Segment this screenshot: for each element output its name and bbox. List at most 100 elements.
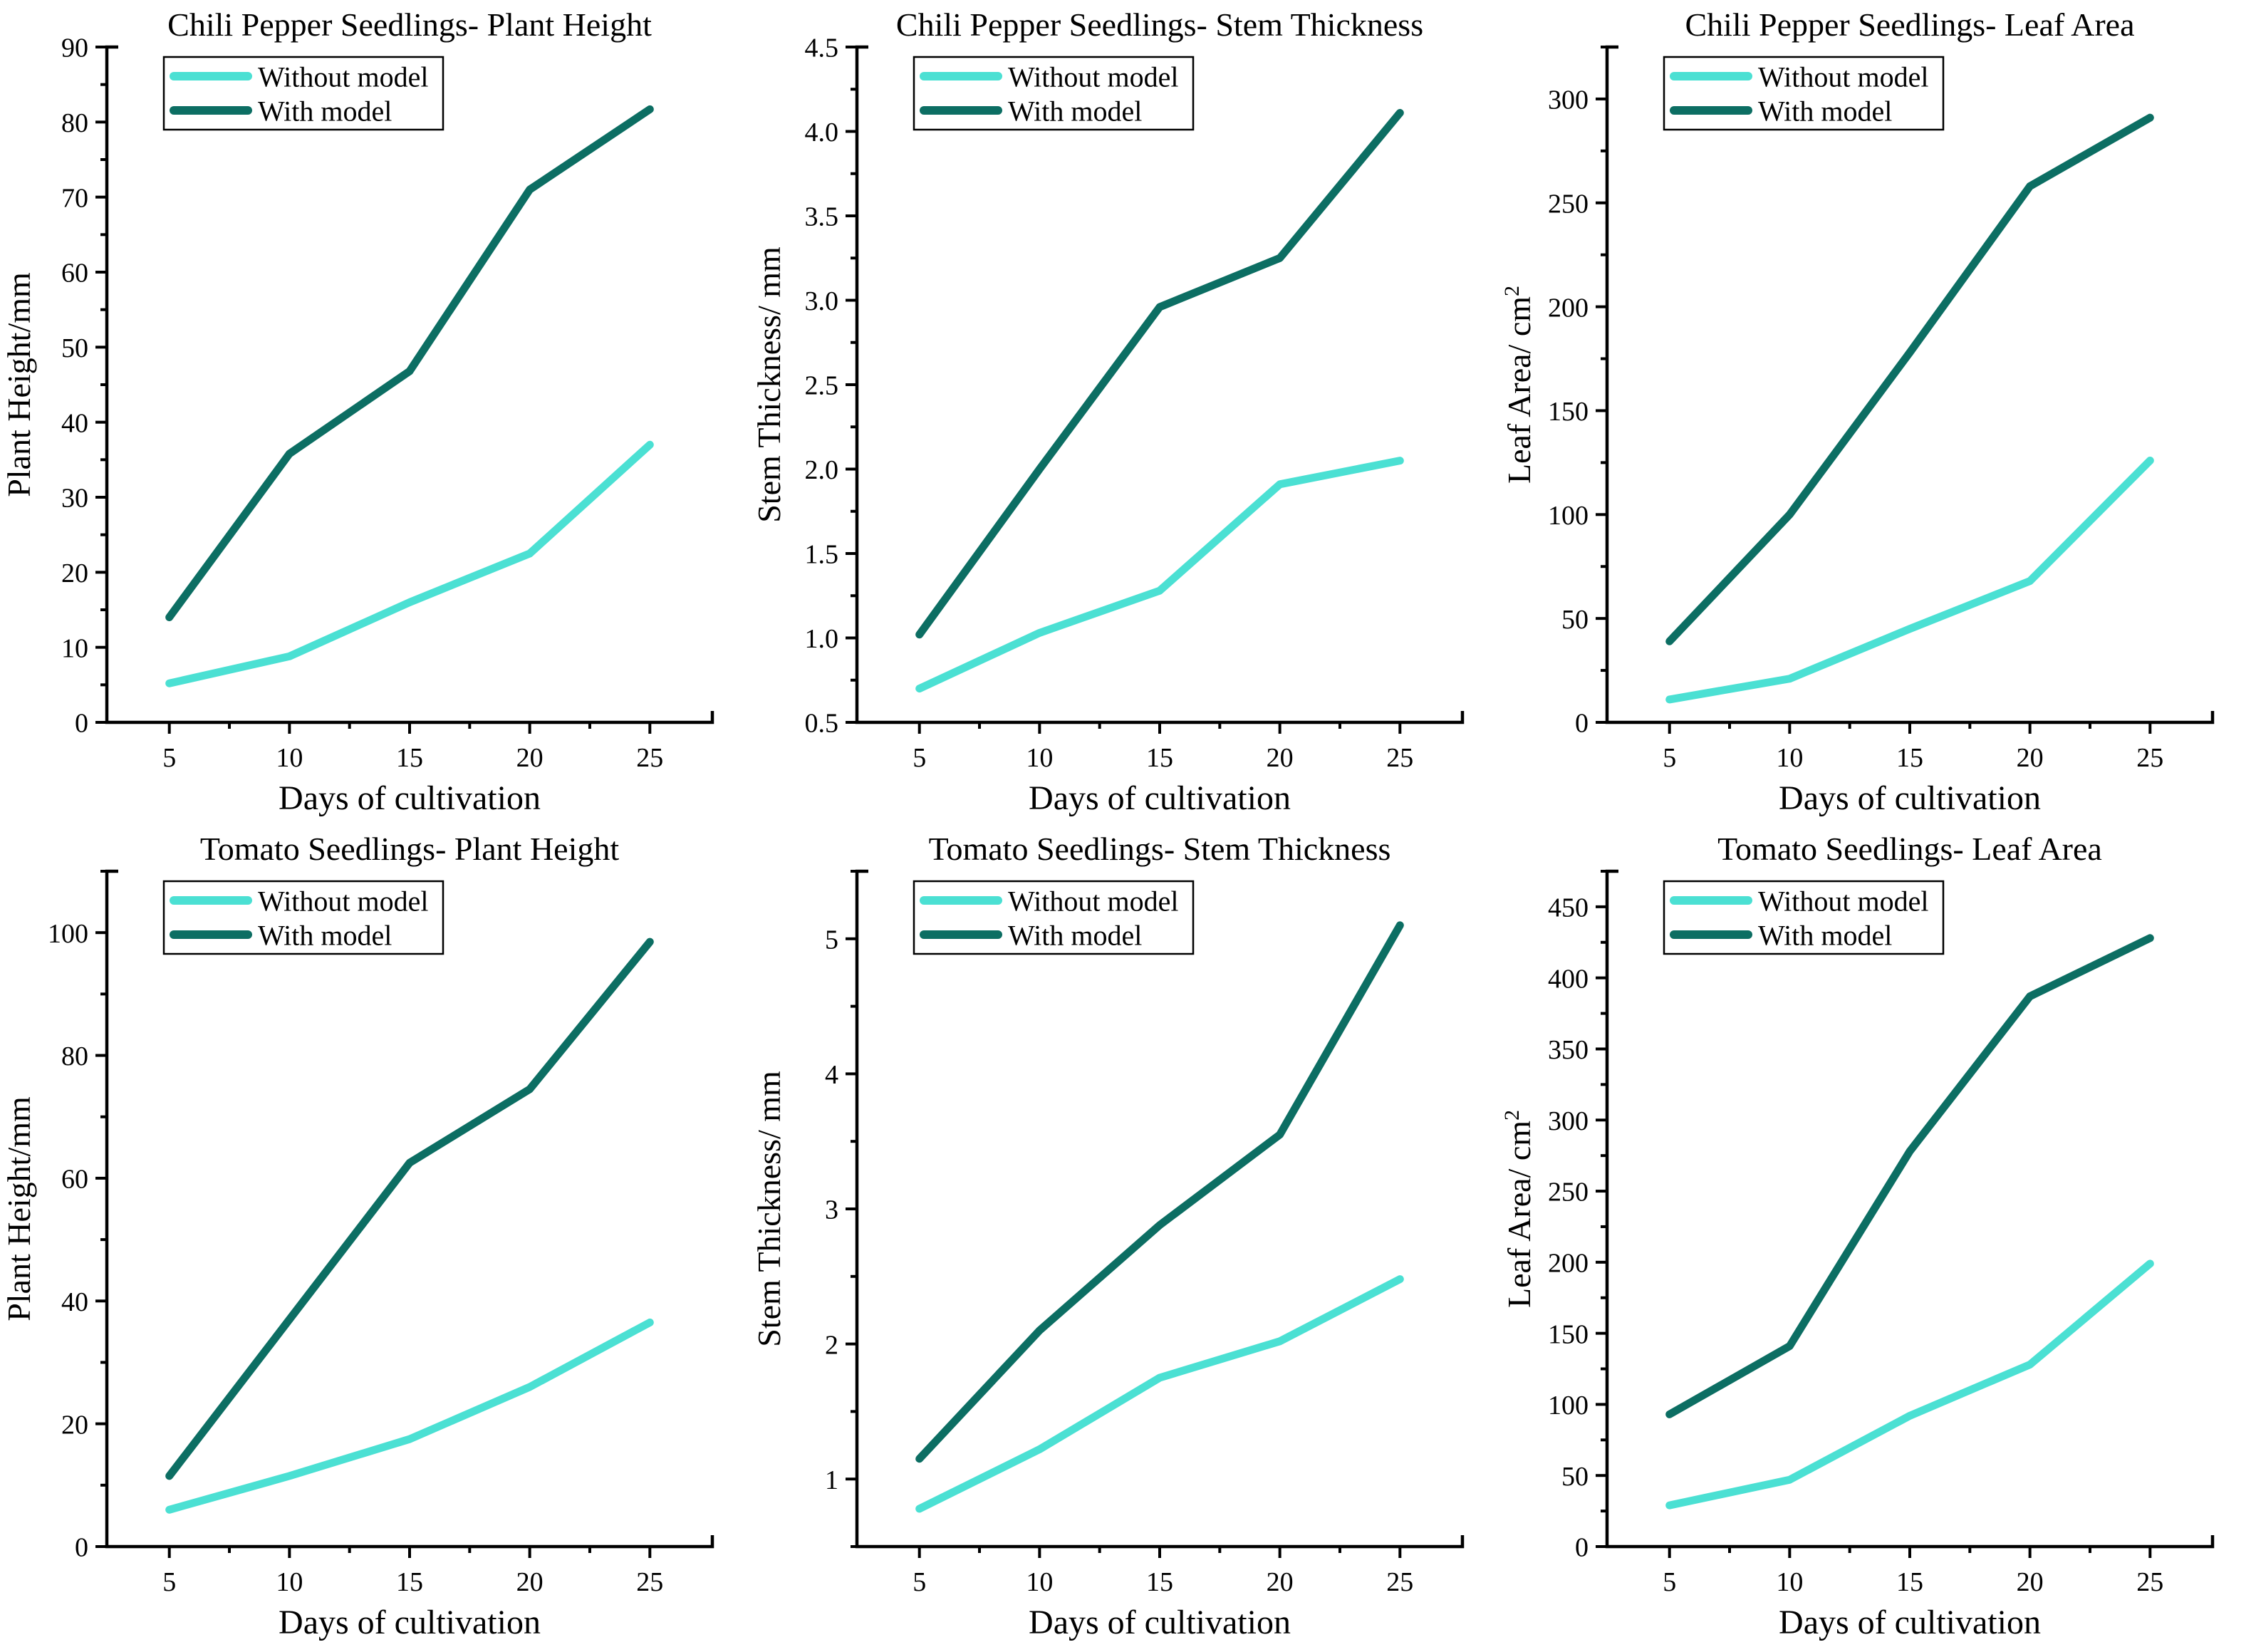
y-tick-label: 300 — [1548, 85, 1589, 115]
y-tick-label: 90 — [61, 33, 88, 63]
y-tick-label: 10 — [61, 633, 88, 663]
legend-label-with-model: With model — [258, 95, 392, 127]
y-tick-label: 70 — [61, 183, 88, 213]
y-tick-label: 1 — [825, 1465, 838, 1495]
y-tick-label: 3 — [825, 1195, 838, 1225]
series-line-with-model — [1665, 934, 2154, 1418]
x-axis-label: Days of cultivation — [1029, 1604, 1291, 1641]
chart-title: Tomato Seedlings- Plant Height — [200, 831, 620, 867]
y-tick-label: 450 — [1548, 893, 1589, 923]
chart-cell-tomato-plant-height: 0 20 40 60 80 100 5 10 15 20 25 Tomato Seedlings- P… — [0, 824, 750, 1648]
series-line-with-model — [915, 108, 1404, 639]
y-tick-label: 350 — [1548, 1035, 1589, 1065]
legend-label-with-model: With model — [1008, 95, 1142, 127]
x-tick-label: 5 — [913, 743, 926, 773]
x-tick-label: 15 — [1896, 743, 1923, 773]
legend-label-with-model: With model — [258, 919, 392, 951]
legend-label-with-model: With model — [1758, 95, 1892, 127]
legend-box — [913, 880, 1195, 955]
legend-box — [1663, 880, 1945, 955]
series-line-without-model — [165, 440, 654, 687]
y-tick-label: 20 — [61, 559, 88, 588]
legend-label-with-model: With model — [1008, 919, 1142, 951]
legend-label-without-model: Without model — [258, 61, 428, 93]
y-tick-label: 100 — [1548, 1391, 1589, 1420]
legend-label-without-model: Without model — [1758, 885, 1928, 917]
legend-box — [913, 56, 1195, 131]
chart-cell-chili-leaf-area: 0 50 100 150 200 250 300 5 10 15 20 25 Chili Pepper … — [1500, 0, 2250, 824]
y-tick-label: 50 — [1561, 605, 1589, 635]
y-axis-label: Leaf Area/ cm2 — [1500, 1110, 1537, 1308]
chart-cell-tomato-stem-thickness: 1 2 3 4 5 5 10 15 20 25 Tomato Seedlings- Stem Thi… — [750, 824, 1500, 1648]
series-line-with-model — [1665, 113, 2154, 645]
x-tick-label: 15 — [1146, 1567, 1173, 1597]
chart-chili-stem-thickness: 0.5 1.0 1.5 2.0 2.5 3.0 3.5 4.0 4.5 5 10 15 20 25 Chil… — [751, 6, 1465, 817]
y-tick-label: 60 — [61, 1165, 88, 1195]
chart-tomato-stem-thickness: 1 2 3 4 5 5 10 15 20 25 Tomato Seedlings- Stem Thi… — [751, 831, 1465, 1641]
chart-tomato-plant-height: 0 20 40 60 80 100 5 10 15 20 25 Tomato Seedlings- P… — [1, 831, 714, 1641]
y-tick-label: 40 — [61, 408, 88, 438]
y-tick-label: 150 — [1548, 1319, 1589, 1349]
y-tick-label: 100 — [1548, 501, 1589, 531]
y-tick-label: 2 — [825, 1330, 838, 1360]
x-tick-label: 15 — [1896, 1567, 1923, 1597]
x-tick-label: 5 — [162, 743, 176, 773]
x-tick-label: 25 — [1386, 1567, 1413, 1597]
y-tick-label: 40 — [61, 1287, 88, 1317]
y-tick-label: 80 — [61, 108, 88, 138]
legend-box — [1663, 56, 1945, 131]
y-axis-label: Leaf Area/ cm2 — [1500, 286, 1537, 484]
x-tick-label: 25 — [1386, 743, 1413, 773]
y-tick-label: 2.0 — [805, 455, 839, 485]
x-axis-label: Days of cultivation — [1779, 779, 2041, 817]
x-tick-label: 15 — [396, 1567, 423, 1597]
x-tick-label: 20 — [516, 1567, 544, 1597]
x-axis-label: Days of cultivation — [279, 779, 541, 817]
legend-box — [162, 56, 445, 131]
legend-box — [162, 880, 445, 955]
x-tick-label: 5 — [913, 1567, 926, 1597]
y-tick-label: 100 — [48, 919, 88, 949]
series-line-without-model — [1665, 1259, 2154, 1510]
y-tick-label: 200 — [1548, 293, 1589, 323]
y-tick-label: 200 — [1548, 1249, 1589, 1279]
series-line-without-model — [915, 457, 1404, 693]
y-tick-label: 1.0 — [805, 624, 839, 654]
x-tick-label: 20 — [1267, 743, 1294, 773]
y-tick-label: 80 — [61, 1041, 88, 1071]
x-axis-label: Days of cultivation — [1029, 779, 1291, 817]
legend-label-without-model: Without model — [1008, 61, 1178, 93]
y-tick-label: 300 — [1548, 1106, 1589, 1136]
x-tick-label: 10 — [1026, 1567, 1053, 1597]
y-tick-label: 0 — [75, 709, 88, 739]
y-tick-label: 4.5 — [805, 33, 839, 63]
y-tick-label: 5 — [825, 925, 838, 955]
y-tick-label: 30 — [61, 484, 88, 514]
series-line-with-model — [165, 105, 654, 622]
axis-frame — [105, 45, 714, 724]
y-tick-label: 250 — [1548, 1178, 1589, 1207]
y-axis-label: Stem Thickness/ mm — [751, 246, 787, 523]
y-tick-label: 0 — [1575, 1533, 1589, 1563]
x-tick-label: 15 — [396, 743, 423, 773]
legend-label-without-model: Without model — [1008, 885, 1178, 917]
series-line-without-model — [1665, 456, 2154, 704]
x-tick-label: 25 — [2136, 1567, 2163, 1597]
x-tick-label: 25 — [2136, 743, 2163, 773]
y-tick-label: 20 — [61, 1410, 88, 1440]
y-tick-label: 0 — [75, 1533, 88, 1563]
x-tick-label: 10 — [276, 1567, 303, 1597]
chart-title: Chili Pepper Seedlings- Stem Thickness — [896, 6, 1423, 43]
x-tick-label: 20 — [516, 743, 544, 773]
x-tick-label: 20 — [1267, 1567, 1294, 1597]
chart-chili-leaf-area: 0 50 100 150 200 250 300 5 10 15 20 25 Chili Pepper … — [1500, 6, 2215, 817]
y-tick-label: 4.0 — [805, 118, 839, 147]
series-line-without-model — [915, 1275, 1404, 1513]
x-tick-label: 10 — [1776, 743, 1803, 773]
y-axis-label: Plant Height/mm — [1, 272, 37, 497]
chart-cell-tomato-leaf-area: 0 50 100 150 200 250 300 350 400 450 5 10 15 20 25 Toma… — [1500, 824, 2250, 1648]
y-tick-label: 150 — [1548, 397, 1589, 427]
y-tick-label: 60 — [61, 259, 88, 289]
chart-title: Tomato Seedlings- Stem Thickness — [929, 831, 1391, 867]
x-tick-label: 5 — [1663, 743, 1676, 773]
